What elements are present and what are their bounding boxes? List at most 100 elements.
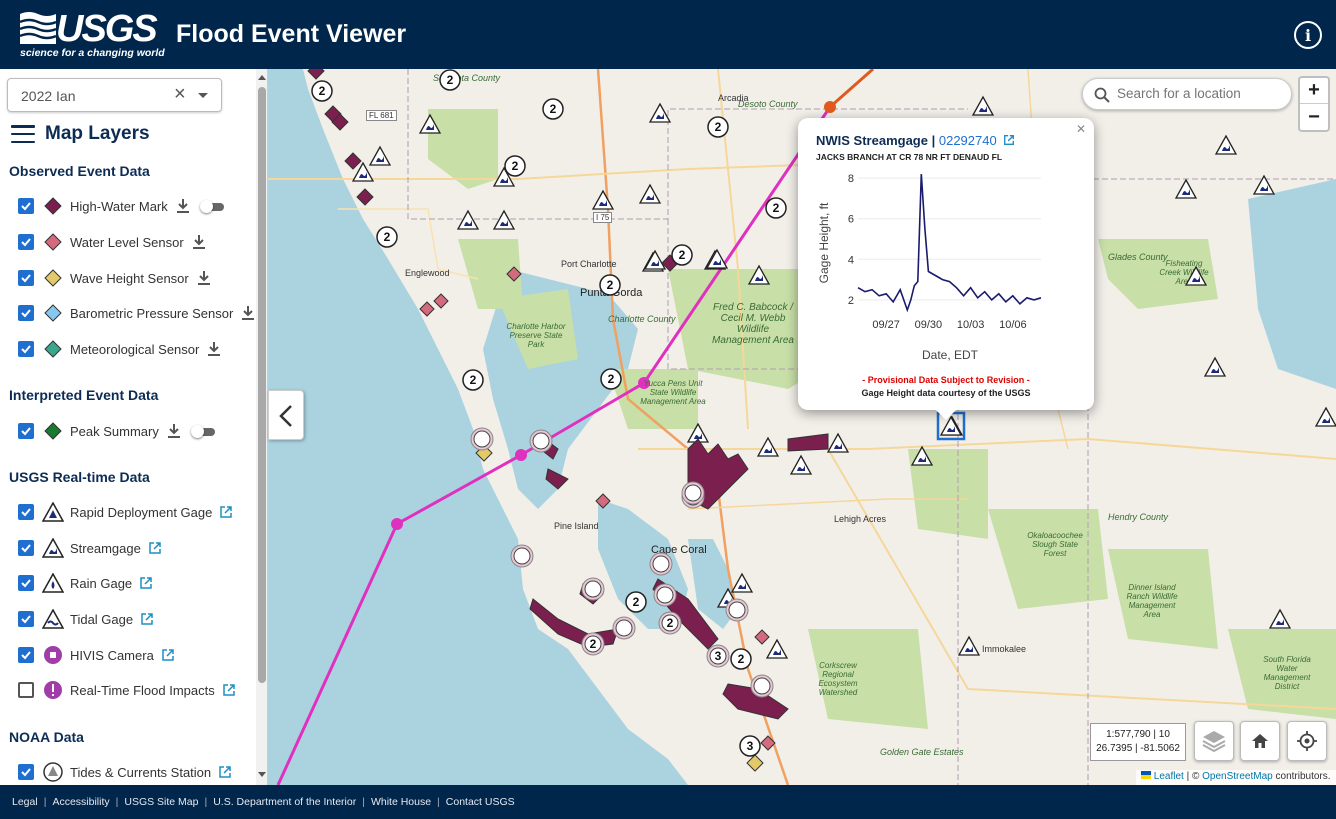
external-link-icon[interactable] (1003, 134, 1015, 146)
cluster-toggle[interactable] (199, 200, 226, 213)
layer-label: Tides & Currents Station (70, 764, 212, 780)
external-link-icon[interactable] (222, 683, 236, 697)
layer-tidal-gage[interactable]: Tidal Gage (18, 608, 154, 630)
hamburger-menu-icon[interactable] (11, 125, 35, 143)
checkbox-checked[interactable] (18, 504, 34, 520)
external-link-icon[interactable] (161, 648, 175, 662)
footer-link-doi[interactable]: U.S. Department of the Interior (213, 796, 357, 808)
checkbox-checked[interactable] (18, 540, 34, 556)
search-input[interactable] (1117, 86, 1277, 101)
zoom-out-button[interactable]: − (1308, 105, 1320, 128)
checkbox-unchecked[interactable] (18, 682, 34, 698)
map-label-lehigh-acres: Lehigh Acres (834, 514, 887, 524)
rain-gage-icon (42, 572, 64, 594)
layer-peak-summary[interactable]: Peak Summary (18, 420, 217, 442)
checkbox-checked[interactable] (18, 270, 34, 286)
map-label-charlotte-harbor: Charlotte Harbor Preserve State Park (506, 322, 566, 349)
checkbox-checked[interactable] (18, 341, 34, 357)
section-observed-title: Observed Event Data (9, 163, 150, 179)
water-level-sensor-icon (42, 231, 64, 253)
cluster-toggle[interactable] (190, 425, 217, 438)
checkbox-checked[interactable] (18, 234, 34, 250)
footer-link-site-map[interactable]: USGS Site Map (124, 796, 199, 808)
event-select[interactable]: 2022 Ian × (7, 78, 222, 112)
checkbox-checked[interactable] (18, 611, 34, 627)
basemap-layers-button[interactable] (1194, 721, 1234, 761)
map-label-arcadia: Arcadia (718, 93, 749, 103)
scale-text: 1:577,790 | 10 (1106, 729, 1170, 740)
layer-wave-height-sensor[interactable]: Wave Height Sensor (18, 267, 211, 289)
chevron-down-icon[interactable] (198, 93, 208, 98)
layer-real-time-flood-impacts[interactable]: Real-Time Flood Impacts (18, 679, 236, 701)
layer-rapid-deployment-gage[interactable]: Rapid Deployment Gage (18, 501, 233, 523)
scroll-up-arrow-icon[interactable] (258, 75, 266, 80)
external-link-icon[interactable] (140, 612, 154, 626)
locate-me-button[interactable] (1287, 721, 1327, 761)
svg-text:2: 2 (738, 652, 745, 666)
checkbox-checked[interactable] (18, 647, 34, 663)
download-icon[interactable] (167, 423, 181, 439)
close-icon[interactable]: ✕ (1075, 122, 1086, 136)
layer-tides-currents[interactable]: Tides & Currents Station (18, 761, 232, 783)
checkbox-checked[interactable] (18, 198, 34, 214)
external-link-icon[interactable] (218, 765, 232, 779)
home-extent-button[interactable] (1240, 721, 1280, 761)
map-label-fisheating: Fisheating Creek Wildlife Area (1159, 259, 1209, 286)
section-noaa-title: NOAA Data (9, 729, 84, 745)
download-icon[interactable] (192, 234, 206, 250)
layer-rain-gage[interactable]: Rain Gage (18, 572, 153, 594)
svg-text:2: 2 (384, 230, 391, 244)
footer-link-white-house[interactable]: White House (370, 796, 432, 808)
meteorological-sensor-icon (42, 338, 64, 360)
map-label-golden-gate: Golden Gate Estates (880, 747, 964, 757)
chart-y-tick-label: 6 (848, 214, 854, 226)
footer-link-accessibility[interactable]: Accessibility (52, 796, 110, 808)
map-label-immokalee: Immokalee (982, 644, 1027, 654)
zoom-in-button[interactable]: + (1300, 78, 1328, 104)
tidal-gage-icon (42, 608, 64, 630)
footer-link-contact[interactable]: Contact USGS (445, 796, 515, 808)
svg-text:2: 2 (679, 248, 686, 262)
chart-x-tick-label: 09/27 (872, 319, 900, 331)
location-search[interactable] (1082, 78, 1292, 110)
layer-label: Real-Time Flood Impacts (70, 682, 215, 698)
svg-text:2: 2 (773, 201, 780, 215)
info-button[interactable]: i (1294, 21, 1322, 49)
sidebar-scrollbar[interactable] (256, 69, 267, 785)
usgs-wave-icon (20, 12, 56, 44)
usgs-tagline: science for a changing world (20, 47, 165, 59)
checkbox-checked[interactable] (18, 575, 34, 591)
checkbox-checked[interactable] (18, 305, 34, 321)
download-icon[interactable] (207, 341, 221, 357)
footer-link-legal[interactable]: Legal (12, 796, 38, 808)
crosshair-location-icon (1297, 731, 1317, 751)
layer-hivis-camera[interactable]: HIVIS Camera (18, 644, 175, 666)
layer-label: Meteorological Sensor (70, 341, 200, 357)
popup-site-id-link[interactable]: 02292740 (938, 133, 997, 148)
leaflet-link[interactable]: Leaflet (1153, 771, 1184, 782)
layer-label: Streamgage (70, 540, 141, 556)
map-label-yucca-pens: Yucca Pens Unit State Wildlife Managemen… (640, 379, 706, 406)
layer-meteorological-sensor[interactable]: Meteorological Sensor (18, 338, 221, 360)
scrollbar-thumb[interactable] (258, 87, 266, 683)
external-link-icon[interactable] (139, 576, 153, 590)
scroll-down-arrow-icon[interactable] (258, 772, 266, 777)
flood-impacts-icon (42, 679, 64, 701)
download-icon[interactable] (176, 198, 190, 214)
clear-icon[interactable]: × (174, 83, 186, 105)
external-link-icon[interactable] (148, 541, 162, 555)
layer-water-level-sensor[interactable]: Water Level Sensor (18, 231, 206, 253)
external-link-icon[interactable] (219, 505, 233, 519)
collapse-sidebar-button[interactable] (268, 390, 304, 440)
download-icon[interactable] (241, 305, 255, 321)
layer-label: Wave Height Sensor (70, 270, 189, 286)
layers-title: Map Layers (45, 123, 150, 144)
checkbox-checked[interactable] (18, 423, 34, 439)
checkbox-checked[interactable] (18, 764, 34, 780)
layer-high-water-mark[interactable]: High-Water Mark (18, 195, 226, 217)
layer-streamgage[interactable]: Streamgage (18, 537, 162, 559)
osm-link[interactable]: OpenStreetMap (1202, 771, 1273, 782)
usgs-logo[interactable]: USGS science for a changing world (20, 8, 165, 60)
download-icon[interactable] (197, 270, 211, 286)
layer-barometric-pressure-sensor[interactable]: Barometric Pressure Sensor (18, 302, 255, 324)
